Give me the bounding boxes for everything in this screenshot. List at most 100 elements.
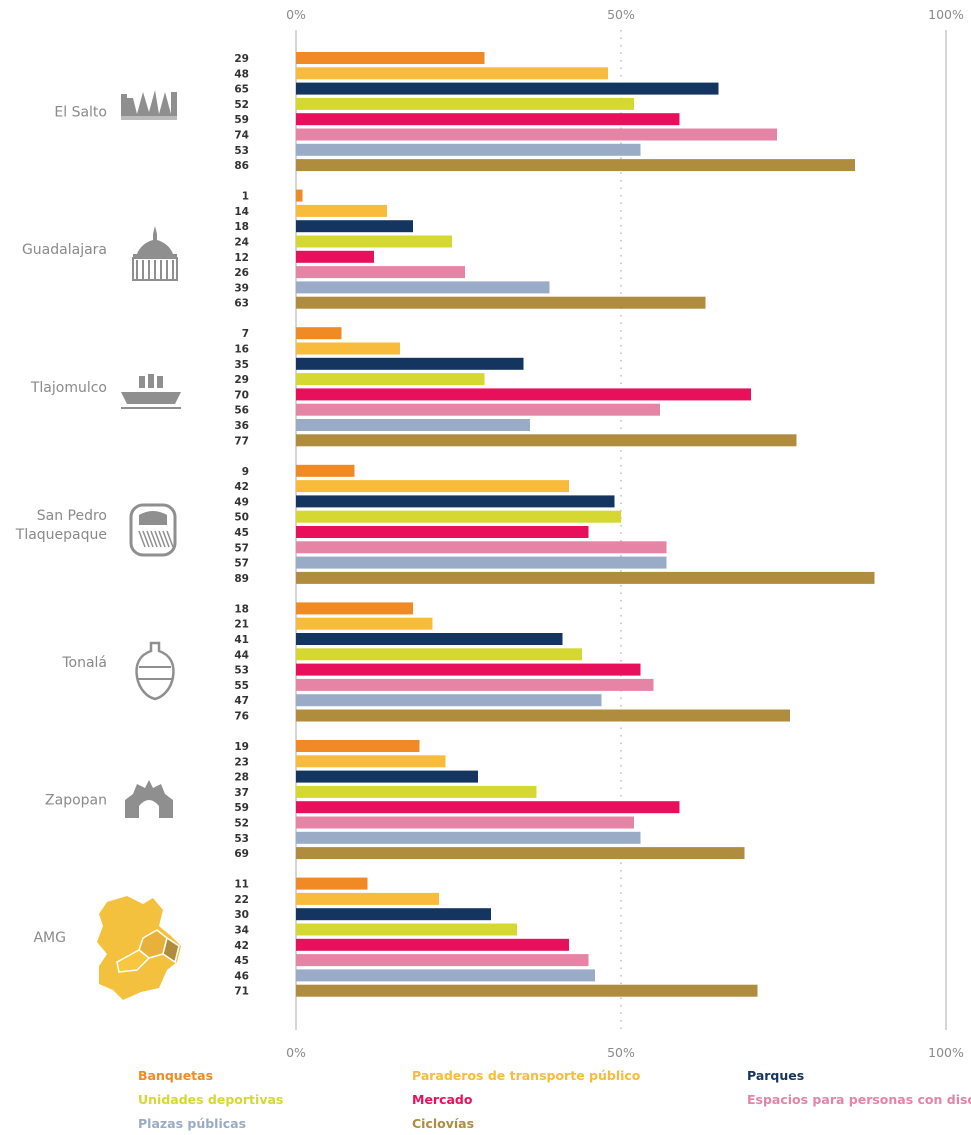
boat-icon	[121, 374, 181, 409]
bar	[296, 709, 790, 722]
data-label: 42	[234, 481, 249, 493]
bar	[296, 480, 569, 493]
bar	[296, 526, 589, 538]
data-label: 21	[234, 619, 249, 631]
bar	[296, 464, 355, 477]
data-label: 42	[234, 940, 249, 952]
bar	[296, 220, 413, 233]
legend-entry: Ciclovías	[412, 1116, 474, 1131]
data-label: 49	[234, 496, 249, 508]
data-label: 29	[234, 374, 249, 386]
data-label: 86	[234, 160, 249, 172]
data-label: 35	[234, 359, 249, 371]
data-label: 18	[234, 603, 249, 615]
legend-entry: Espacios para personas con discapacidad	[747, 1092, 971, 1107]
map-icon	[97, 896, 181, 1000]
vase-icon	[135, 641, 175, 701]
category-label: AMG	[33, 930, 66, 946]
data-label: 63	[234, 298, 249, 310]
bar	[296, 694, 602, 707]
bar	[296, 495, 615, 508]
bar	[296, 663, 641, 676]
data-label: 11	[234, 879, 249, 891]
arch-icon	[125, 780, 173, 818]
data-label: 44	[234, 649, 249, 661]
bar	[296, 831, 641, 844]
data-label: 28	[234, 772, 249, 784]
bar	[296, 403, 660, 416]
cathedral-icon	[132, 226, 178, 281]
bar	[296, 648, 582, 661]
data-label: 89	[234, 573, 249, 585]
data-label: 52	[234, 818, 249, 830]
bar	[296, 678, 654, 691]
data-label: 74	[234, 130, 249, 142]
bar	[296, 113, 680, 126]
bar	[296, 617, 433, 630]
bar	[296, 877, 368, 890]
data-label: 47	[234, 695, 249, 707]
bar	[296, 388, 751, 401]
bar	[296, 633, 563, 645]
bar	[296, 204, 387, 217]
x-tick-label-top: 0%	[286, 7, 306, 22]
data-label: 30	[234, 909, 249, 921]
bar	[296, 801, 680, 814]
bar	[296, 235, 452, 248]
data-label: 48	[234, 68, 249, 80]
bar	[296, 770, 478, 783]
data-label: 77	[234, 435, 249, 447]
data-label: 14	[234, 206, 249, 218]
x-tick-label-top: 100%	[928, 7, 964, 22]
x-tick-label-top: 50%	[607, 7, 635, 22]
data-label: 69	[234, 848, 249, 860]
bar	[296, 159, 855, 172]
data-label: 24	[234, 237, 249, 249]
category-label: Tonalá	[61, 655, 107, 671]
data-label: 26	[234, 267, 249, 279]
data-label: 23	[234, 756, 249, 768]
data-label: 22	[234, 894, 249, 906]
data-label: 65	[234, 84, 249, 96]
data-label: 76	[234, 711, 249, 723]
category-label: Zapopan	[45, 793, 107, 809]
bar	[296, 556, 667, 569]
data-label: 34	[234, 925, 249, 937]
data-label: 57	[234, 558, 249, 570]
data-label: 37	[234, 787, 249, 799]
data-label: 59	[234, 114, 249, 126]
data-label: 57	[234, 542, 249, 554]
bar	[296, 342, 400, 355]
data-label: 56	[234, 405, 249, 417]
bar	[296, 541, 667, 554]
bar	[296, 954, 589, 967]
legend-entry: Plazas públicas	[138, 1116, 246, 1131]
x-tick-label-bottom: 0%	[286, 1045, 306, 1060]
data-label: 70	[234, 389, 249, 401]
data-label: 41	[234, 634, 249, 646]
bar	[296, 785, 537, 798]
bar	[296, 969, 595, 982]
legend-entry: Parques	[747, 1068, 804, 1083]
bar	[296, 923, 517, 936]
data-label: 50	[234, 512, 249, 524]
bar	[296, 143, 641, 156]
bar	[296, 82, 719, 95]
data-label: 46	[234, 970, 249, 982]
data-label: 16	[234, 344, 249, 356]
bar	[296, 571, 875, 584]
data-label: 18	[234, 221, 249, 233]
data-label: 52	[234, 99, 249, 111]
bar	[296, 602, 413, 615]
bar	[296, 266, 465, 279]
data-label: 9	[242, 466, 249, 478]
data-label: 71	[234, 986, 249, 998]
bar	[296, 52, 485, 64]
data-label: 12	[234, 252, 249, 264]
waterfall-icon	[121, 90, 177, 120]
bar	[296, 755, 446, 768]
bar	[296, 984, 758, 997]
bar	[296, 740, 420, 752]
data-label: 53	[234, 665, 249, 677]
